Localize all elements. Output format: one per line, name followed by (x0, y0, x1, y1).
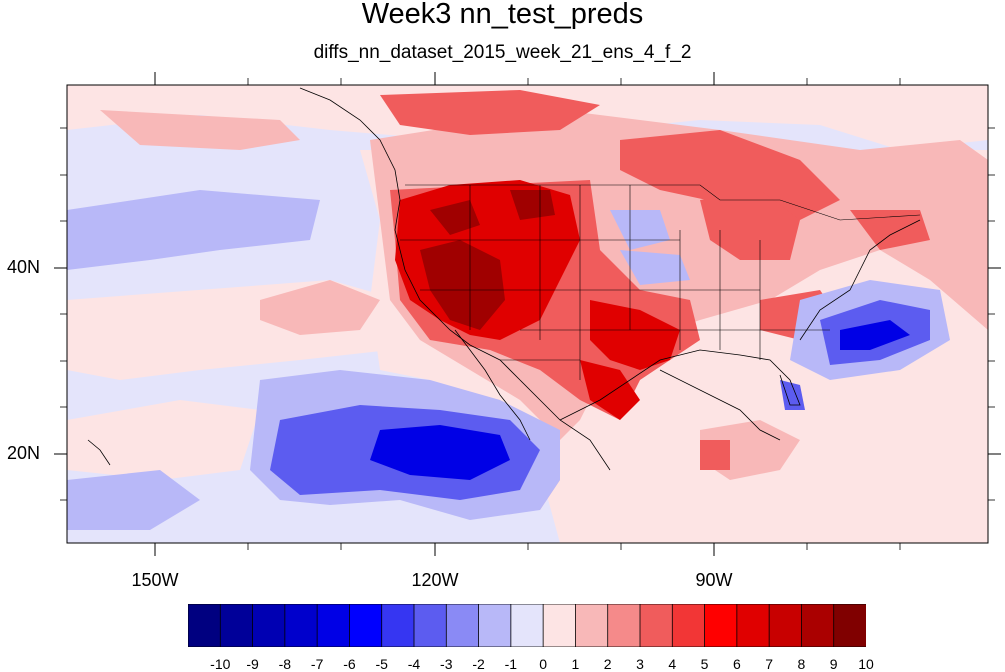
colorbar-swatch (445, 604, 480, 647)
colorbar-tick-label: 1 (571, 656, 580, 672)
colorbar-swatch (575, 604, 609, 647)
anomaly-field (67, 85, 988, 543)
colorbar-tick-label: 5 (700, 656, 709, 672)
positive-anomaly-max (420, 190, 555, 330)
colorbar-tick-label: 2 (603, 656, 612, 672)
colorbar-swatch (349, 604, 383, 647)
colorbar-tick-label: -5 (375, 656, 388, 672)
colorbar-tick-label: 3 (636, 656, 644, 672)
lon-label-150w: 150W (131, 570, 179, 590)
colorbar-swatch (478, 604, 512, 647)
colorbar-swatch (381, 604, 415, 647)
colorbar-tick-label: 8 (797, 656, 806, 672)
colorbar-tick-label: 0 (539, 656, 548, 672)
colorbar-swatch (801, 604, 835, 647)
colorbar-tick-label: -4 (407, 656, 421, 672)
map-title: Week3 nn_test_preds (361, 0, 644, 30)
coastlines (87, 87, 921, 471)
colorbar-tick-label: 10 (858, 656, 874, 672)
lat-label-40n: 40N (6, 257, 40, 277)
axis-ticks (54, 72, 1001, 556)
colorbar-tick-label: -9 (246, 656, 259, 672)
lon-label-90w: 90W (695, 570, 733, 590)
colorbar-swatch (736, 604, 771, 647)
colorbar-tick-label: -10 (210, 656, 231, 672)
colorbar-swatch (639, 604, 674, 647)
colorbar-swatch (316, 604, 351, 647)
colorbar-swatch (284, 604, 319, 647)
colorbar-swatch (704, 604, 738, 647)
colorbar-tick-label: -2 (472, 656, 485, 672)
colorbar-swatch (219, 604, 254, 647)
lat-label-20n: 20N (6, 443, 40, 463)
map-subtitle: diffs_nn_dataset_2015_week_21_ens_4_f_2 (313, 42, 692, 63)
colorbar-tick-label: -1 (504, 656, 518, 672)
political-boundaries (400, 184, 921, 380)
colorbar-swatch (607, 604, 641, 647)
colorbar-tick-label: -8 (278, 656, 292, 672)
colorbar-swatch (413, 604, 448, 647)
colorbar-swatch (510, 604, 545, 647)
negative-anomaly-strong (370, 320, 910, 480)
colorbar-swatch (768, 604, 803, 647)
colorbar-tick-label: 7 (765, 656, 774, 672)
colorbar-swatch (252, 604, 286, 647)
colorbar-swatch (188, 604, 222, 647)
colorbar-tick-label: -3 (440, 656, 453, 672)
colorbar-swatch (542, 604, 577, 647)
lon-label-120w: 120W (411, 570, 459, 590)
colorbar-tick-label: -7 (310, 656, 324, 672)
colorbar-tick-label: 4 (668, 656, 677, 672)
colorbar-swatch (833, 604, 866, 647)
colorbar-tick-label: 9 (829, 656, 838, 672)
colorbar-tick-label: 6 (732, 656, 741, 672)
colorbar (188, 604, 866, 647)
colorbar-swatch (671, 604, 706, 647)
colorbar-tick-label: -6 (343, 656, 356, 672)
